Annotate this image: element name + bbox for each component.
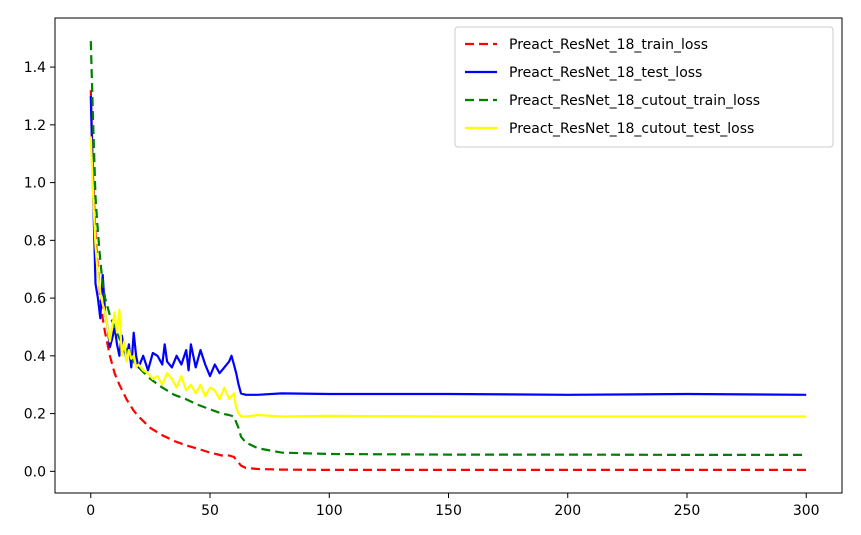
y-tick-label: 0.2 xyxy=(24,407,46,423)
legend-label-2: Preact_ResNet_18_test_loss xyxy=(509,65,702,81)
y-tick-label: 0.8 xyxy=(24,233,46,249)
series-line-2 xyxy=(89,95,807,396)
legend: Preact_ResNet_18_train_loss Preact_ResNet… xyxy=(454,26,834,148)
y-tick-label: 1.4 xyxy=(24,60,46,76)
legend-box xyxy=(454,26,834,148)
x-tick-label: 0 xyxy=(86,503,95,519)
series-line-4 xyxy=(89,136,807,418)
y-axis: 0.0 0.2 0.4 0.6 0.8 1.0 1.2 1.4 xyxy=(24,60,55,480)
y-tick-label: 0.0 xyxy=(24,464,46,480)
x-tick-label: 100 xyxy=(316,503,343,519)
y-tick-label: 0.6 xyxy=(24,291,46,307)
x-tick-label: 200 xyxy=(554,503,581,519)
series-line-3 xyxy=(89,41,807,456)
legend-label-3: Preact_ResNet_18_cutout_train_loss xyxy=(509,93,760,109)
legend-label-1: Preact_ResNet_18_train_loss xyxy=(509,37,708,53)
x-tick-label: 250 xyxy=(674,503,701,519)
series-layer xyxy=(89,41,807,471)
y-tick-label: 1.0 xyxy=(24,176,46,192)
x-axis: 0 50 100 150 200 250 300 xyxy=(86,493,820,519)
x-tick-label: 150 xyxy=(435,503,462,519)
y-tick-label: 0.4 xyxy=(24,349,46,365)
x-tick-label: 300 xyxy=(793,503,820,519)
series-line-1 xyxy=(89,90,807,471)
legend-label-4: Preact_ResNet_18_cutout_test_loss xyxy=(509,121,754,137)
y-tick-label: 1.2 xyxy=(24,118,46,134)
x-tick-label: 50 xyxy=(201,503,219,519)
